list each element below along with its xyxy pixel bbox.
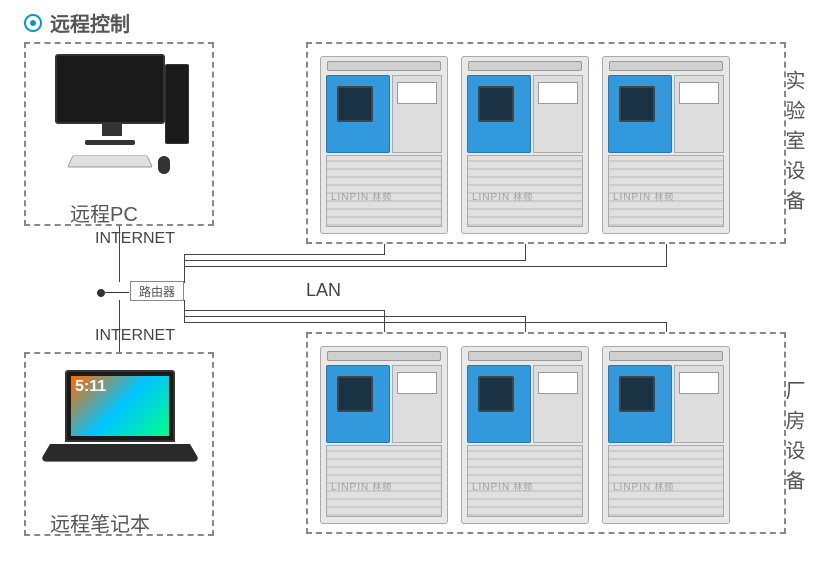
line-lab-2h <box>184 260 526 261</box>
laptop-clock: 5:11 <box>75 378 106 396</box>
internet-label-1: INTERNET <box>95 230 175 248</box>
internet-label-2: INTERNET <box>95 327 175 345</box>
header: 远程控制 <box>24 8 130 37</box>
line-fac-2v <box>525 316 526 332</box>
line-fac-2h <box>184 316 526 317</box>
line-fac-1h <box>184 310 384 311</box>
line-fac-trunk <box>184 300 185 323</box>
chamber-factory-2: LINPIN林频 <box>602 346 730 524</box>
laptop-icon: 5:11 <box>50 370 190 480</box>
header-title: 远程控制 <box>50 8 130 37</box>
chamber-factory-0: LINPIN林频 <box>320 346 448 524</box>
line-lab-3h <box>184 266 667 267</box>
line-fac-3v <box>666 322 667 332</box>
watermark: LINPIN林频 <box>613 190 674 203</box>
line-lab-1h <box>184 254 384 255</box>
router-connector <box>105 292 129 293</box>
watermark: LINPIN林频 <box>472 480 533 493</box>
pc-label: 远程PC <box>70 198 138 227</box>
line-fac-1v <box>384 310 385 332</box>
watermark: LINPIN林频 <box>613 480 674 493</box>
chamber-lab-0: LINPIN林频 <box>320 56 448 234</box>
line-fac-3h <box>184 322 667 323</box>
chamber-lab-2: LINPIN林频 <box>602 56 730 234</box>
lab-label: 实验室设备 <box>779 70 808 220</box>
laptop-label: 远程笔记本 <box>50 508 150 537</box>
router-node-dot <box>97 289 105 297</box>
target-icon <box>24 14 42 32</box>
line-lab-1v <box>384 244 385 255</box>
chamber-lab-1: LINPIN林频 <box>461 56 589 234</box>
factory-label: 厂房设备 <box>779 380 808 500</box>
line-lab-2v <box>525 244 526 261</box>
line-lab-trunk <box>184 254 185 283</box>
chamber-factory-1: LINPIN林频 <box>461 346 589 524</box>
watermark: LINPIN林频 <box>472 190 533 203</box>
watermark: LINPIN林频 <box>331 480 392 493</box>
watermark: LINPIN林频 <box>331 190 392 203</box>
line-pc-down <box>119 226 120 282</box>
line-laptop-up <box>119 300 120 352</box>
line-lab-3v <box>666 244 667 267</box>
router-box: 路由器 <box>130 281 184 301</box>
lan-label: LAN <box>306 280 341 301</box>
desktop-pc-icon <box>50 54 190 184</box>
